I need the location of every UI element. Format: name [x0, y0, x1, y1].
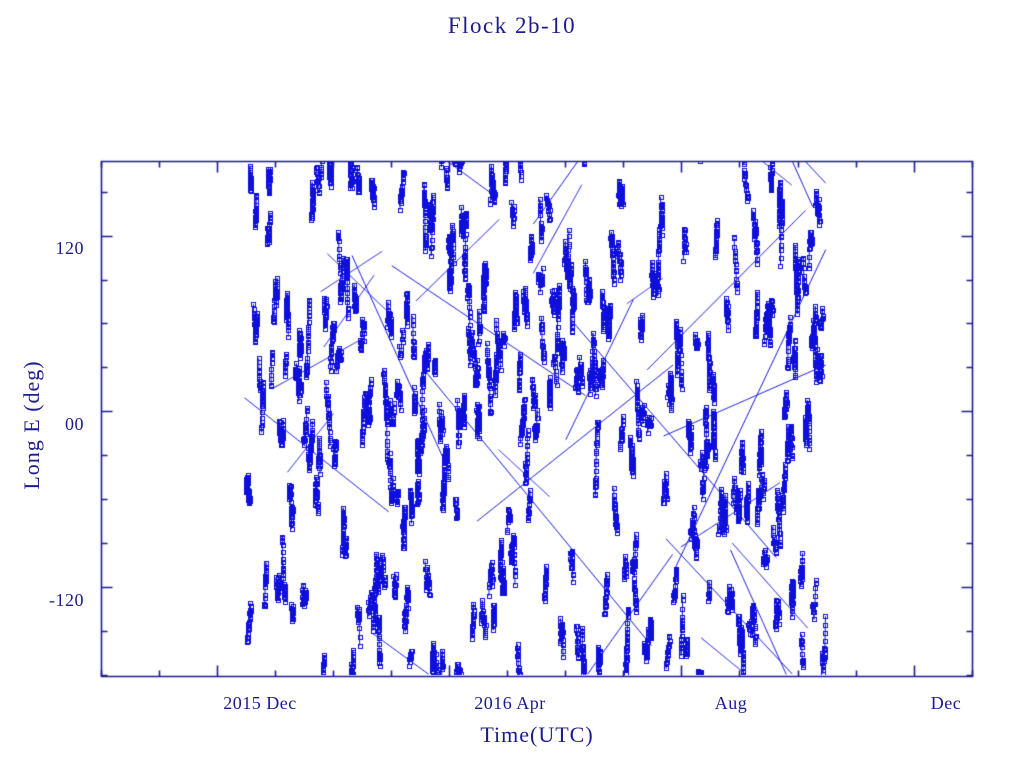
x-tick-label-2016-apr: 2016 Apr — [474, 693, 546, 713]
x-tick-label-aug: Aug — [714, 693, 748, 713]
y-tick-label-120: 120 — [55, 238, 84, 258]
y-tick-label-0: 00 — [65, 414, 84, 434]
x-tick-label-2015-dec: 2015 Dec — [223, 693, 297, 713]
y-tick-label-minus-120: -120 — [49, 590, 84, 610]
x-axis-title: Time(UTC) — [480, 722, 594, 747]
x-tick-label-dec: Dec — [930, 693, 962, 713]
